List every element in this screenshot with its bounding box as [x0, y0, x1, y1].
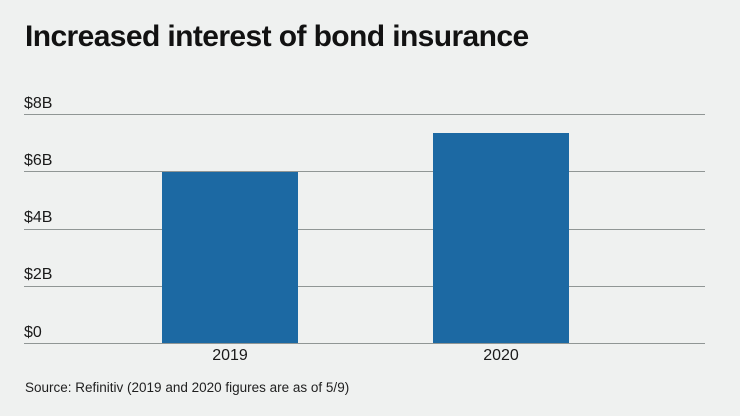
source-note: Source: Refinitiv (2019 and 2020 figures… — [25, 380, 350, 395]
gridline — [24, 285, 705, 287]
bar-2020 — [433, 133, 569, 344]
bar-2019 — [162, 171, 298, 344]
gridline — [24, 114, 705, 115]
x-axis-tick-label: 2020 — [483, 347, 519, 364]
x-axis-tick-label: 2019 — [212, 347, 248, 364]
gridline — [24, 228, 705, 230]
gridline — [24, 171, 705, 173]
y-axis-tick-label: $4B — [24, 209, 53, 226]
y-axis-tick-label: $0 — [24, 323, 42, 341]
x-axis-baseline — [24, 343, 705, 344]
y-axis-tick-label: $2B — [24, 266, 53, 284]
chart-title: Increased interest of bond insurance — [25, 20, 529, 53]
y-axis-tick-label: $8B — [24, 94, 53, 112]
y-axis-tick-label: $6B — [24, 151, 53, 169]
